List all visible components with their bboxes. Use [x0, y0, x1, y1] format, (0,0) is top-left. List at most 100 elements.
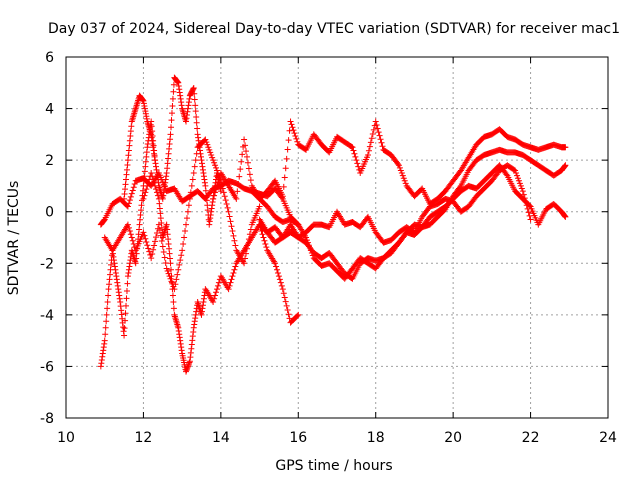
data-point: [190, 84, 197, 91]
data-point: [153, 229, 160, 236]
data-point: [234, 188, 241, 195]
data-point: [192, 102, 199, 109]
data-point: [225, 286, 232, 293]
data-point: [131, 180, 138, 187]
data-point: [351, 150, 358, 157]
y-tick-label: 0: [45, 205, 54, 221]
data-point: [168, 278, 175, 285]
data-point: [281, 174, 288, 181]
data-point: [193, 119, 200, 126]
data-point: [183, 215, 190, 222]
data-point: [153, 186, 160, 193]
data-point: [145, 245, 152, 252]
data-point: [231, 266, 238, 273]
y-tick-label: -8: [40, 411, 54, 427]
data-point: [144, 182, 151, 189]
data-point: [215, 279, 222, 286]
data-point: [142, 235, 149, 242]
series-track-7: [256, 146, 569, 282]
data-point: [280, 290, 287, 297]
data-point: [213, 286, 220, 293]
data-point: [192, 157, 199, 164]
data-point: [212, 292, 219, 299]
data-point: [521, 195, 528, 202]
data-point: [282, 298, 289, 305]
data-point: [527, 216, 534, 223]
data-point: [399, 172, 406, 179]
data-point: [162, 259, 169, 266]
data-point: [223, 200, 230, 207]
data-point: [204, 141, 211, 148]
data-point: [140, 195, 147, 202]
data-point: [215, 176, 222, 183]
y-tick-label: -4: [40, 308, 54, 324]
data-point: [218, 181, 225, 188]
data-point: [350, 147, 357, 154]
data-point: [170, 81, 177, 88]
data-point: [155, 221, 162, 228]
data-point: [227, 279, 234, 286]
data-point: [374, 125, 381, 132]
data-point: [232, 242, 239, 249]
data-point: [126, 197, 133, 204]
data-point: [229, 273, 236, 280]
plot-frame: [65, 56, 609, 419]
data-point: [161, 254, 168, 261]
data-point: [273, 266, 280, 273]
data-point: [182, 228, 189, 235]
data-point: [514, 175, 521, 182]
data-point: [283, 302, 290, 309]
data-point: [148, 255, 155, 262]
data-point: [187, 189, 194, 196]
data-point: [306, 244, 313, 251]
data-point: [125, 200, 132, 207]
data-point: [143, 186, 150, 193]
data-point: [226, 213, 233, 220]
data-point: [503, 171, 510, 178]
data-point: [167, 275, 174, 282]
series-track-2: [97, 118, 159, 370]
data-point: [287, 118, 294, 125]
data-point: [190, 170, 197, 177]
data-point: [526, 212, 533, 219]
data-point: [210, 298, 217, 305]
data-point: [295, 311, 302, 318]
data-point: [220, 189, 227, 196]
data-point: [172, 281, 179, 288]
data-point: [280, 183, 287, 190]
data-point: [279, 286, 286, 293]
data-point: [237, 166, 244, 173]
data-point: [124, 203, 131, 210]
data-point: [244, 159, 251, 166]
data-point: [292, 132, 299, 139]
data-point: [164, 268, 171, 275]
data-point: [400, 175, 407, 182]
data-point: [156, 227, 163, 234]
data-point: [242, 255, 249, 262]
x-tick-label: 18: [367, 430, 385, 446]
data-point: [191, 90, 198, 97]
data-point: [294, 312, 301, 319]
data-point: [246, 171, 253, 178]
data-point: [173, 276, 180, 283]
x-axis-label: GPS time / hours: [275, 458, 392, 474]
data-point: [378, 139, 385, 146]
data-point: [174, 271, 181, 278]
data-point: [523, 202, 530, 209]
data-point: [124, 221, 131, 228]
data-point: [247, 177, 254, 184]
data-point: [210, 157, 217, 164]
data-point: [525, 209, 532, 216]
data-point: [309, 252, 316, 259]
data-point: [222, 197, 229, 204]
data-point: [154, 192, 161, 199]
data-point: [293, 135, 300, 142]
data-point: [180, 240, 187, 247]
data-point: [103, 318, 110, 325]
data-point: [520, 191, 527, 198]
data-point: [304, 239, 311, 246]
data-point: [397, 167, 404, 174]
data-point: [226, 282, 233, 289]
data-point: [211, 192, 218, 199]
